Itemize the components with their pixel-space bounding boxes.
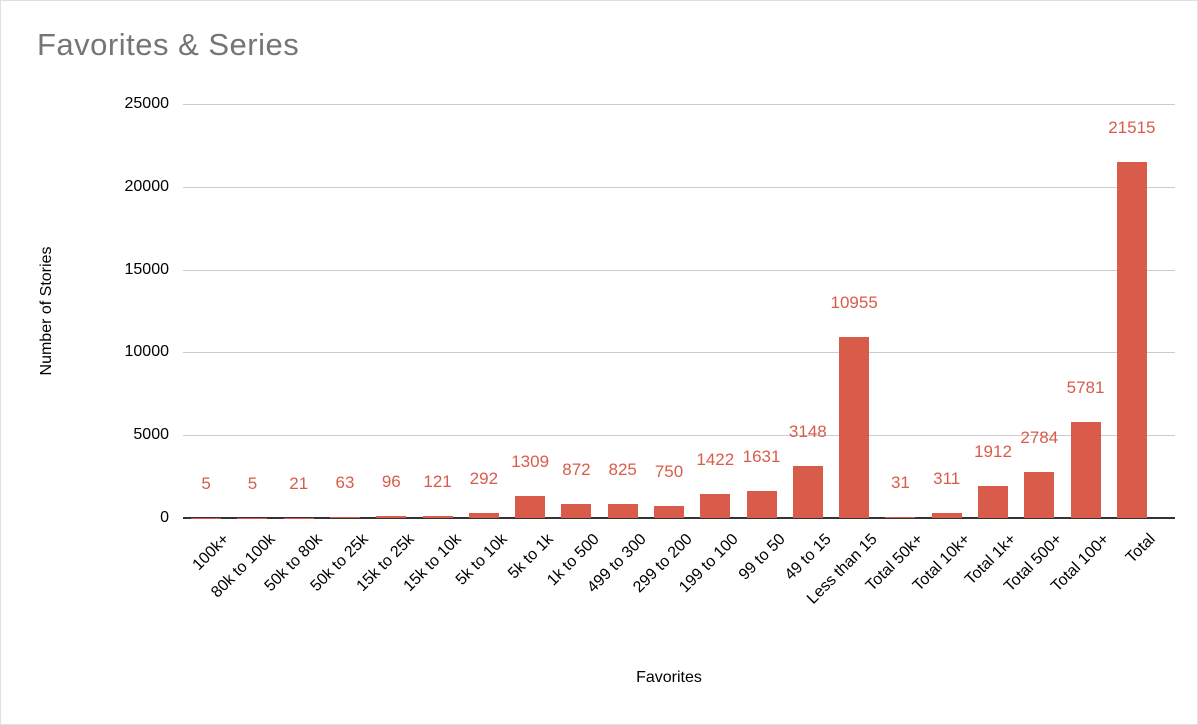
bar-value-label: 5 [247, 473, 258, 493]
gridline [183, 269, 1175, 271]
y-tick-label: 0 [160, 509, 169, 526]
bar [978, 486, 1008, 518]
bar [607, 504, 638, 518]
bar-value-label: 21 [289, 473, 309, 493]
bar-value-label: 63 [335, 472, 355, 492]
bar-value-label: 3148 [788, 421, 827, 441]
bar [561, 503, 592, 518]
bar-value-label: 872 [562, 459, 591, 479]
bar [700, 494, 731, 518]
bar-value-label: 5 [201, 473, 211, 493]
bar-value-label: 2784 [1020, 427, 1059, 447]
bar-value-label: 1912 [974, 442, 1012, 462]
gridline [183, 186, 1175, 188]
y-axis-title: Number of Stories [38, 246, 55, 376]
bar-value-label: 750 [654, 461, 684, 481]
x-axis-line [183, 517, 1175, 519]
y-tick-label: 10000 [124, 343, 170, 361]
gridline [183, 104, 1175, 105]
x-axis-title: Favorites [636, 669, 702, 686]
y-tick-label: 25000 [124, 95, 170, 112]
bar [376, 516, 407, 518]
bar-value-label: 1631 [742, 446, 781, 466]
bar [1116, 161, 1147, 518]
bar-value-label: 5781 [1066, 378, 1105, 398]
bar-value-label: 292 [469, 469, 499, 489]
bar-value-label: 1309 [511, 452, 550, 472]
bar-value-label: 31 [890, 473, 910, 493]
chart-title: Favorites & Series [37, 27, 300, 62]
bar-value-label: 121 [423, 471, 452, 491]
bar [654, 505, 684, 518]
y-tick-label: 5000 [133, 426, 169, 444]
bar [746, 490, 777, 518]
gridline [183, 435, 1175, 437]
bar-value-label: 825 [608, 460, 637, 480]
bar-value-label: 21515 [1108, 117, 1156, 137]
bar [1024, 471, 1055, 518]
y-tick-label: 15000 [124, 260, 170, 278]
bar [468, 513, 499, 518]
bar-value-label: 1422 [696, 450, 735, 470]
bar [885, 517, 916, 518]
y-tick-label: 20000 [124, 177, 170, 195]
bar-value-label: 311 [933, 468, 961, 488]
bar-value-label: 96 [381, 472, 401, 492]
bar [422, 515, 453, 518]
bar [792, 465, 823, 518]
bar [1070, 422, 1101, 518]
bar-value-label: 10955 [830, 292, 878, 312]
bar [839, 336, 870, 518]
bar [330, 516, 360, 518]
bar [931, 512, 962, 518]
bar [515, 496, 546, 518]
gridline [183, 352, 1175, 354]
